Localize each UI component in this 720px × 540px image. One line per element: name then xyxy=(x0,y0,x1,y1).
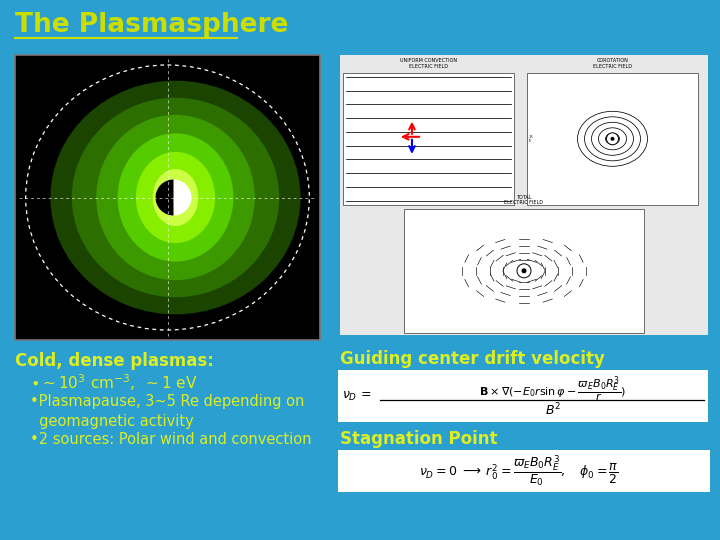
Text: Stagnation Point: Stagnation Point xyxy=(340,430,498,448)
Ellipse shape xyxy=(50,80,300,314)
Circle shape xyxy=(156,179,192,215)
Wedge shape xyxy=(156,179,174,215)
Circle shape xyxy=(611,137,614,141)
Text: 1R
E: 1R E xyxy=(529,134,534,143)
Circle shape xyxy=(521,268,526,273)
Ellipse shape xyxy=(136,152,215,243)
Bar xyxy=(343,73,514,205)
Text: $\bullet\sim10^3\ \mathrm{cm}^{-3},\ \sim1\ \mathrm{eV}$: $\bullet\sim10^3\ \mathrm{cm}^{-3},\ \si… xyxy=(30,372,197,393)
Bar xyxy=(15,55,320,340)
Ellipse shape xyxy=(72,98,279,297)
Ellipse shape xyxy=(96,115,255,280)
Text: $\mathbf{B}\times\nabla(-E_0 r\sin\varphi - \dfrac{\varpi_E B_0 R_E^3}{r})$: $\mathbf{B}\times\nabla(-E_0 r\sin\varph… xyxy=(480,375,626,405)
Text: Cold, dense plasmas:: Cold, dense plasmas: xyxy=(15,352,214,370)
Text: •Plasmapause, 3~5 Re depending on
  geomagnetic activity: •Plasmapause, 3~5 Re depending on geomag… xyxy=(30,394,305,429)
Text: •2 sources: Polar wind and convection: •2 sources: Polar wind and convection xyxy=(30,432,312,447)
Ellipse shape xyxy=(153,169,199,226)
Text: $B^2$: $B^2$ xyxy=(544,402,561,418)
Bar xyxy=(338,450,710,492)
Text: UNIFORM CONVECTION
ELECTRIC FIELD: UNIFORM CONVECTION ELECTRIC FIELD xyxy=(400,58,457,69)
Text: $\nu_D\,=$: $\nu_D\,=$ xyxy=(342,389,372,402)
Circle shape xyxy=(606,133,618,145)
Text: $\nu_D = 0 \;\longrightarrow\; r_0^2 = \dfrac{\varpi_E B_0 R_E^3}{E_0},\quad \ph: $\nu_D = 0 \;\longrightarrow\; r_0^2 = \… xyxy=(419,454,619,489)
Bar xyxy=(405,208,644,333)
Bar xyxy=(527,73,698,205)
Ellipse shape xyxy=(117,133,233,261)
Circle shape xyxy=(517,264,531,278)
Text: COROTATION
ELECTRIC FIELD: COROTATION ELECTRIC FIELD xyxy=(593,58,632,69)
Bar xyxy=(340,55,708,335)
Bar xyxy=(338,370,708,422)
Text: TOTAL
ELECTRIC FIELD: TOTAL ELECTRIC FIELD xyxy=(505,194,544,205)
Text: Guiding center drift velocity: Guiding center drift velocity xyxy=(340,350,605,368)
Text: The Plasmasphere: The Plasmasphere xyxy=(15,12,289,38)
